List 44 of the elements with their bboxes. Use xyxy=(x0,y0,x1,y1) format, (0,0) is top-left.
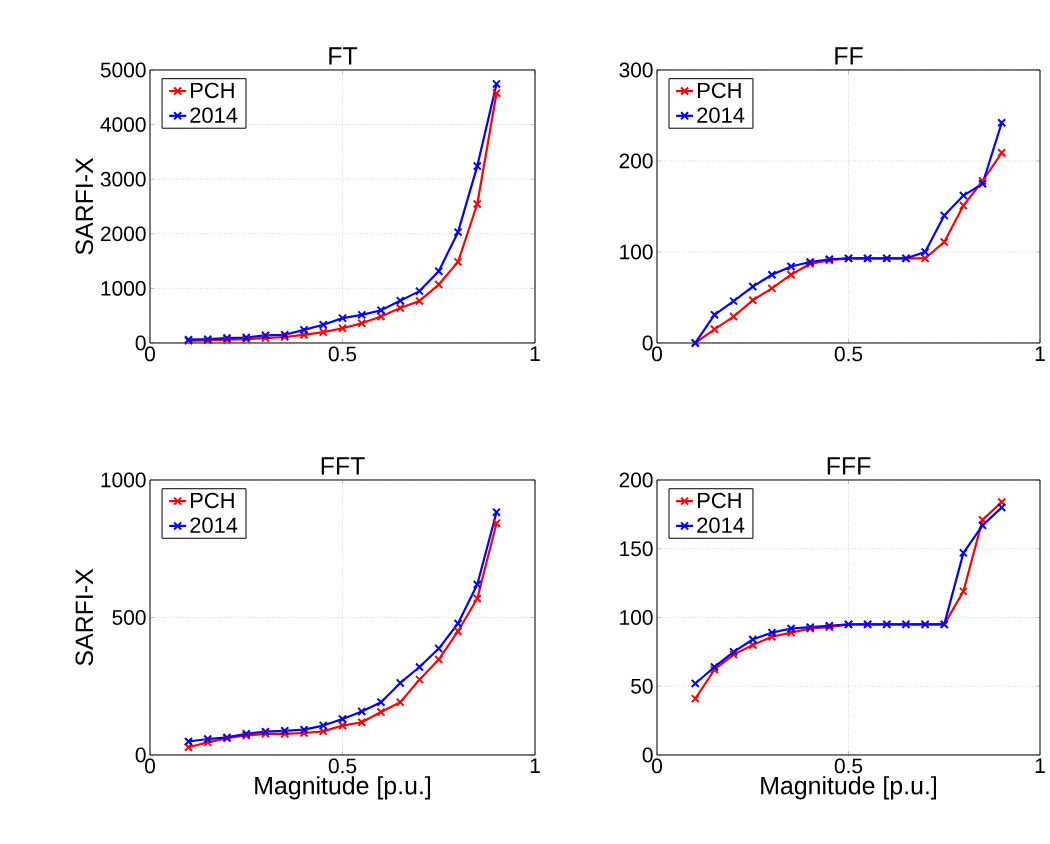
x-tick-label: 1 xyxy=(1035,346,1045,361)
y-tick-label: 3000 xyxy=(100,171,146,187)
y-tick-label: 0 xyxy=(642,335,653,351)
x-axis-title: Magnitude [p.u.] xyxy=(761,776,936,800)
y-tick-label: 200 xyxy=(619,153,653,169)
legend-label: 2014 xyxy=(190,517,238,534)
chart-title: FF xyxy=(835,47,863,65)
chart-title: FT xyxy=(329,47,358,65)
x-tick-label: 0 xyxy=(652,346,663,362)
legend-label: 2014 xyxy=(697,517,745,534)
y-tick-label: 5000 xyxy=(100,62,146,78)
x-tick-label: 0.5 xyxy=(834,346,863,362)
x-tick-label: 0.5 xyxy=(834,758,863,774)
legend-label: PCH xyxy=(697,82,741,99)
y-tick-label: 0 xyxy=(642,747,653,763)
legend-label: PCH xyxy=(191,492,234,509)
chart-title: FFF xyxy=(827,457,871,475)
y-tick-label: 100 xyxy=(620,610,653,625)
y-tick-label: 1000 xyxy=(101,280,146,296)
y-tick-label: 200 xyxy=(619,472,653,488)
y-tick-label: 150 xyxy=(620,541,653,557)
legend-label: PCH xyxy=(697,492,741,509)
y-axis-title: SARFI-X xyxy=(75,157,94,255)
y-tick-label: 100 xyxy=(620,244,653,260)
x-tick-label: 0 xyxy=(652,758,663,774)
x-axis-title: Magnitude [p.u.] xyxy=(255,776,430,800)
chart-title: FFT xyxy=(321,457,365,475)
x-tick-label: 1 xyxy=(530,346,540,361)
legend-label: 2014 xyxy=(190,107,238,123)
y-axis-title: SARFI-X xyxy=(75,568,94,666)
y-tick-label: 1000 xyxy=(101,472,146,488)
y-tick-label: 500 xyxy=(112,610,146,625)
legend-label: PCH xyxy=(191,82,234,99)
y-tick-label: 0 xyxy=(135,335,146,351)
y-tick-label: 0 xyxy=(135,747,146,763)
x-tick-label: 1 xyxy=(1035,758,1045,773)
x-tick-label: 0.5 xyxy=(328,346,357,362)
y-tick-label: 4000 xyxy=(100,117,146,132)
legend-label: 2014 xyxy=(697,107,745,123)
y-tick-label: 2000 xyxy=(100,226,146,242)
y-tick-label: 300 xyxy=(619,62,653,78)
x-tick-label: 0.5 xyxy=(328,758,357,774)
x-tick-label: 1 xyxy=(530,758,540,773)
y-tick-label: 50 xyxy=(631,678,653,694)
